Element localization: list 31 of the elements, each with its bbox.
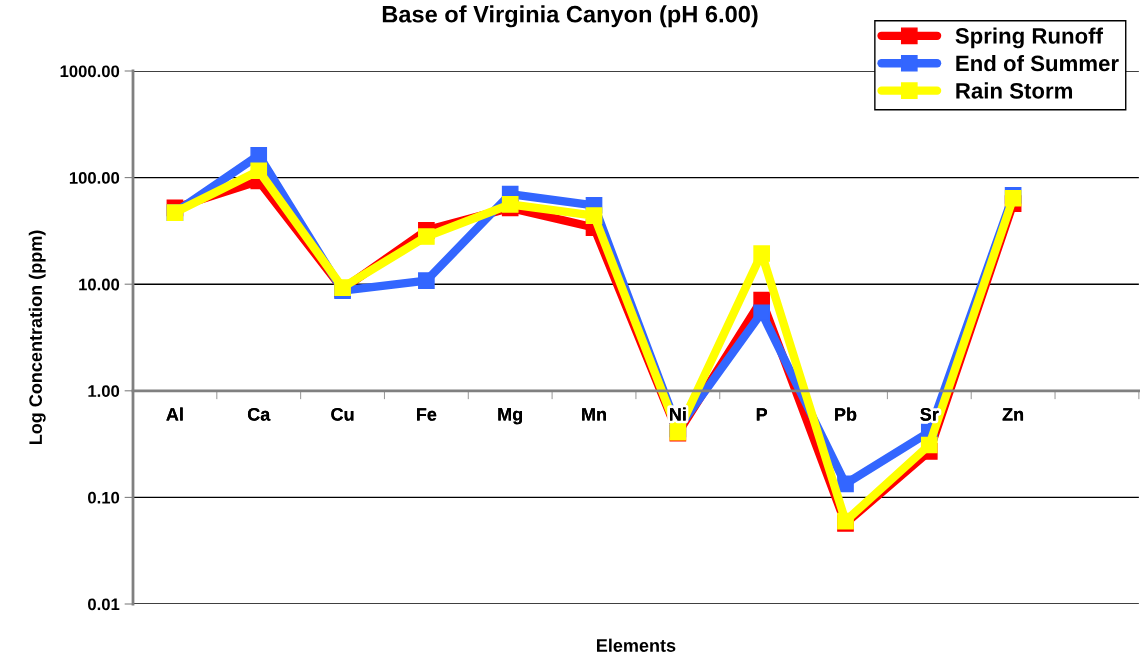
x-tick-label: Mg [498,408,523,425]
x-tick-label: Fe [417,408,437,421]
x-tick-label: Mn [582,408,606,421]
x-tick-label: Pb [835,407,857,421]
point [837,475,854,493]
x-tick-label: Cu [331,407,354,421]
y-tick-label: 100.00 [69,172,120,184]
point [501,196,519,213]
point [418,272,435,289]
x-tick-label: P [756,408,768,421]
point [250,162,268,180]
y-tick-label: 1.00 [88,385,120,397]
x-tick-label: Ca [247,407,271,421]
point [585,207,603,224]
y-tick-label: 0.10 [88,491,120,504]
x-tick-label: Al [166,407,183,421]
x-tick-label: Zn [1002,408,1024,421]
y-tick-label: 0.01 [88,598,120,611]
chart-title: Base of Virginia Canyon (pH 6.00) [382,5,758,28]
y-axis-title: Log Concentration (ppm) [28,230,46,445]
point [920,436,938,454]
legend-label: Rain Storm [956,82,1073,99]
point [753,304,770,322]
y-tick-label: 1000.00 [60,65,120,78]
y-tick-label: 10.00 [79,278,120,291]
x-axis-title: Elements [597,638,676,652]
point [753,245,770,262]
legend-label: End of Summer [956,54,1119,72]
point [250,146,268,164]
point [418,228,435,245]
legend-label: Spring Runoff [955,27,1104,49]
